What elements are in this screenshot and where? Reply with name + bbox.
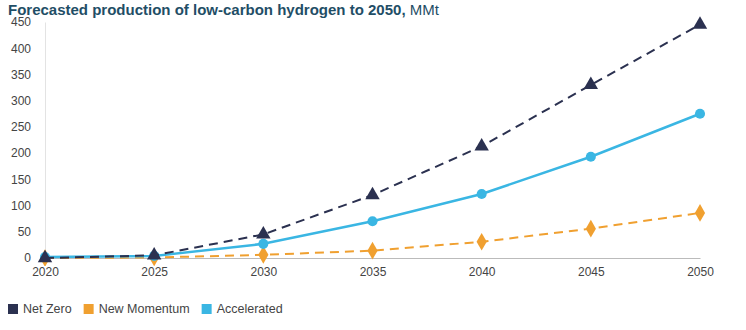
x-tick-label: 2035	[360, 265, 387, 279]
series-marker	[695, 204, 705, 222]
x-tick: 2040	[469, 258, 496, 279]
legend-label: Accelerated	[217, 302, 283, 316]
legend-swatch	[202, 304, 212, 314]
y-tick: 400	[11, 42, 45, 56]
y-axis-line	[45, 23, 46, 259]
series-marker	[477, 233, 487, 251]
x-tick-label: 2045	[578, 265, 605, 279]
x-tick-label: 2030	[250, 265, 277, 279]
y-tick-label: 300	[11, 94, 31, 108]
series-marker	[367, 216, 377, 226]
x-axis: 2020 2025 2030 2035 2040 2045 2050	[32, 258, 714, 279]
y-tick-label: 200	[11, 146, 31, 160]
x-tick-label: 2040	[469, 265, 496, 279]
y-tick: 150	[11, 173, 45, 187]
y-tick: 200	[11, 146, 45, 160]
plot-area	[38, 16, 707, 266]
y-tick: 250	[11, 120, 45, 134]
y-tick-label: 100	[11, 199, 31, 213]
series-marker	[586, 152, 596, 162]
legend: Net Zero New Momentum Accelerated	[8, 302, 283, 316]
y-axis: 0 50 100 150 200 250 300 350 400 450	[11, 15, 46, 265]
x-tick: 2050	[687, 258, 714, 279]
series-marker	[695, 109, 705, 119]
series-marker	[367, 242, 377, 260]
series-marker	[258, 239, 268, 249]
x-tick-label: 2025	[141, 265, 168, 279]
y-tick: 350	[11, 68, 45, 82]
series-line	[45, 25, 700, 258]
legend-label: New Momentum	[99, 302, 190, 316]
chart-title: Forecasted production of low-carbon hydr…	[8, 1, 440, 18]
y-tick-label: 350	[11, 68, 31, 82]
series-marker	[365, 187, 379, 199]
y-tick-label: 400	[11, 42, 31, 56]
y-tick-label: 50	[18, 225, 32, 239]
series-marker	[586, 220, 596, 238]
series-marker	[477, 189, 487, 199]
legend-swatch	[8, 304, 18, 314]
series-marker	[693, 16, 707, 28]
series-marker	[474, 138, 488, 150]
series-marker	[147, 247, 161, 259]
x-tick: 2035	[360, 258, 387, 279]
series-line	[45, 114, 700, 257]
x-tick: 2045	[578, 258, 605, 279]
legend-label: Net Zero	[23, 302, 72, 316]
y-tick-label: 0	[24, 251, 31, 265]
legend-swatch	[84, 304, 94, 314]
series-marker	[256, 226, 270, 238]
y-tick-label: 250	[11, 120, 31, 134]
y-tick: 50	[18, 225, 45, 239]
series-marker	[38, 250, 52, 262]
y-tick: 450	[11, 15, 45, 29]
series-marker	[584, 77, 598, 89]
x-tick-label: 2020	[32, 265, 59, 279]
x-tick-label: 2050	[687, 265, 714, 279]
y-tick-label: 450	[11, 15, 31, 29]
y-tick: 300	[11, 94, 45, 108]
y-tick-label: 150	[11, 173, 31, 187]
y-tick: 100	[11, 199, 45, 213]
